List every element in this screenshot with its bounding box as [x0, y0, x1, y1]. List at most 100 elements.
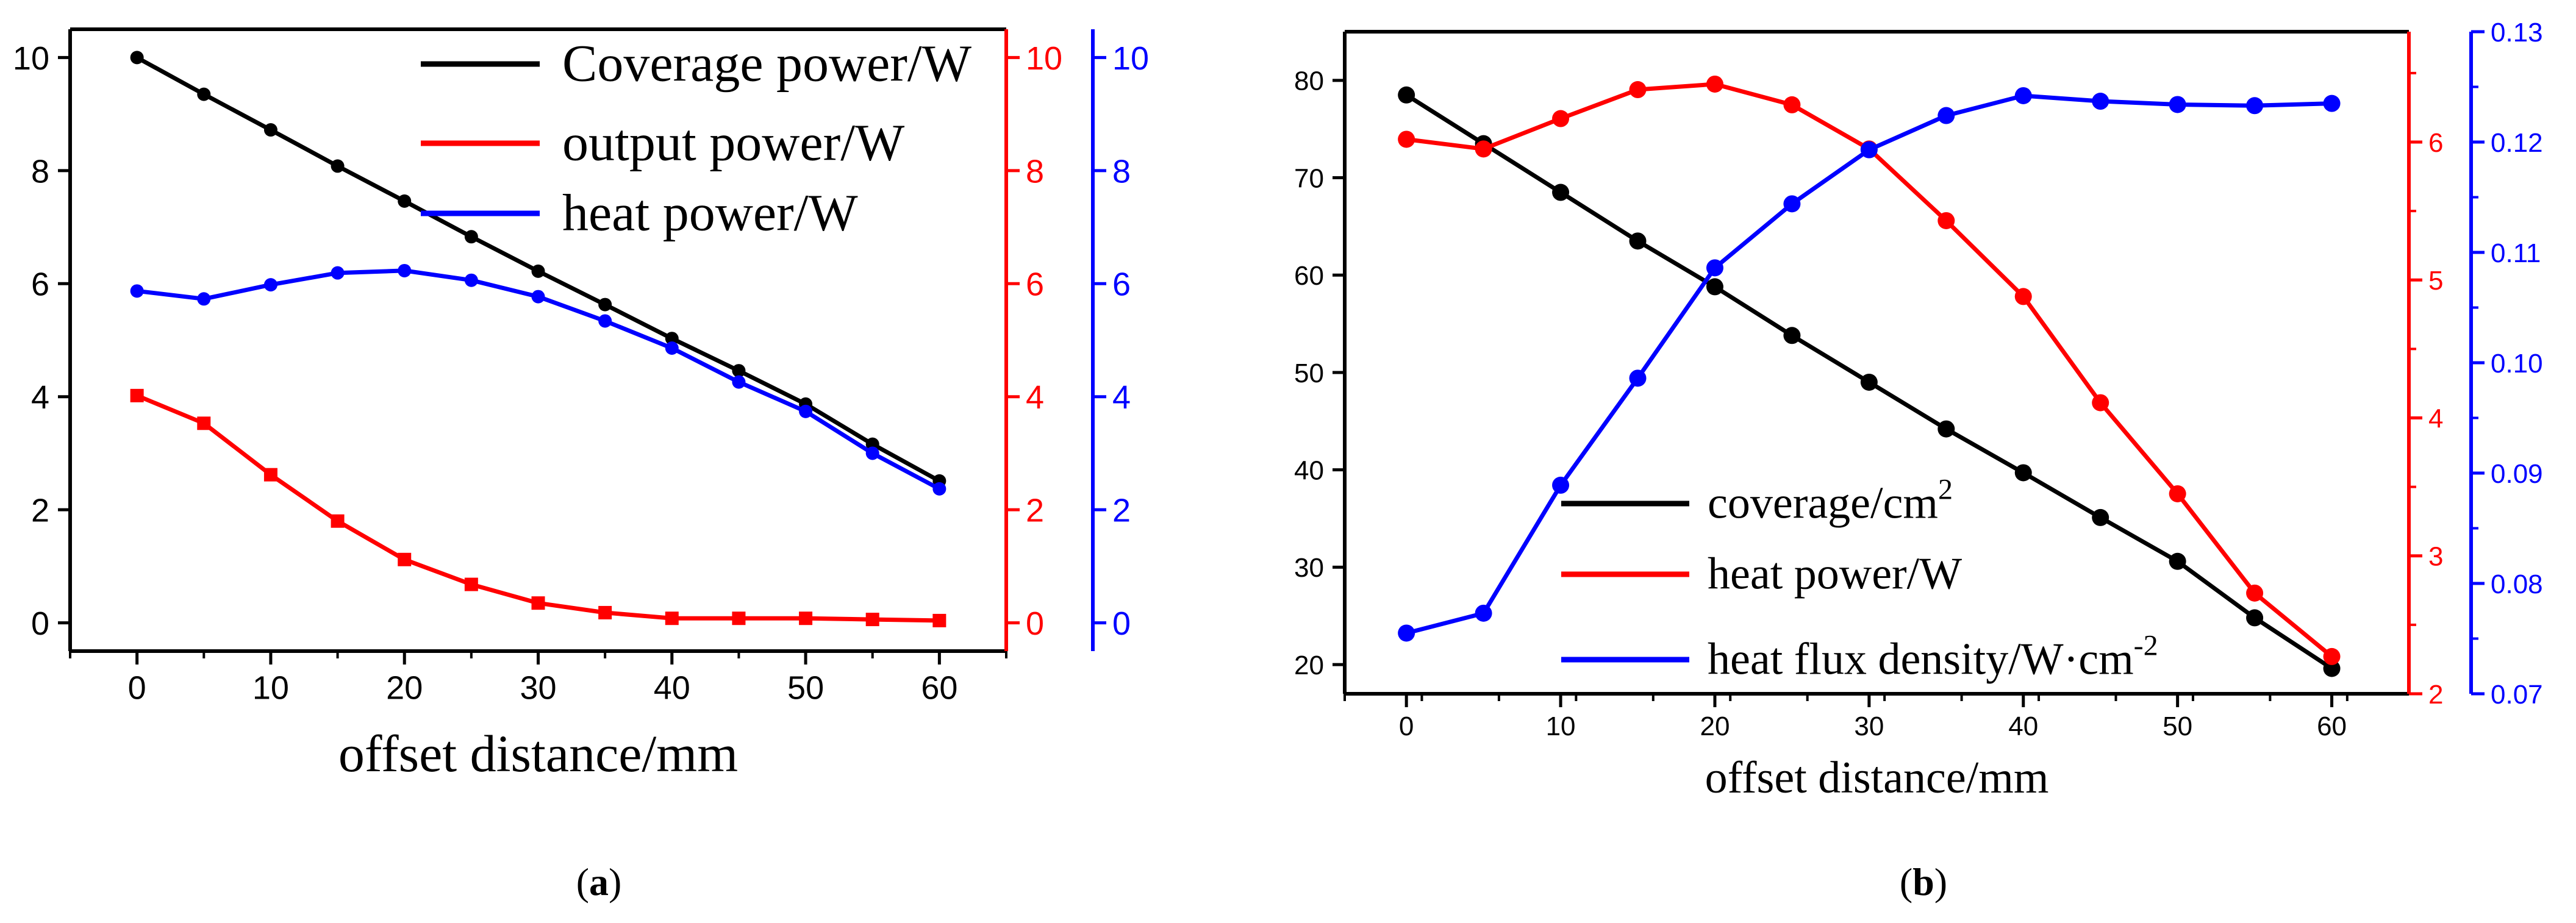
series-3-point	[1629, 369, 1647, 387]
series-3-point	[1706, 259, 1723, 277]
y-right1-tick-label: 2	[2428, 680, 2443, 710]
series-3-point	[865, 446, 879, 460]
y-right1-tick-label: 2	[1026, 493, 1044, 529]
series-1-point	[531, 264, 545, 278]
series-2-point	[2092, 394, 2109, 412]
legend-label-text: heat power/W	[562, 184, 858, 242]
y-right2-tick-label: 0.08	[2491, 569, 2543, 599]
y-right1-tick-label: 6	[1026, 266, 1044, 303]
series-1-point	[1783, 327, 1801, 344]
legend-label: heat power/W	[562, 184, 858, 242]
series-3-point	[331, 266, 345, 280]
series-1-point	[665, 332, 679, 346]
series-1-point	[2246, 609, 2264, 627]
series-3-point	[1552, 476, 1570, 494]
series-1-point	[398, 194, 412, 208]
legend-label-text: heat power/W	[1708, 549, 1962, 599]
series-2-point	[865, 613, 879, 627]
y-left-tick-label: 60	[1294, 261, 1324, 291]
series-2-point	[1783, 96, 1801, 113]
y-left-tick-label: 4	[31, 379, 49, 416]
series-1-point	[464, 230, 478, 244]
series-2-point	[799, 611, 813, 625]
series-3-point	[932, 482, 946, 496]
caption-b-letter: b	[1912, 860, 1934, 903]
legend-label-superscript: 2	[1938, 474, 1953, 506]
y-left-tick-label: 2	[31, 493, 49, 529]
series-3-point	[130, 284, 144, 298]
y-right2-tick-label: 0.07	[2491, 680, 2543, 710]
y-right2-tick-label: 8	[1112, 153, 1131, 190]
series-2-point	[464, 577, 478, 591]
series-3-point	[1783, 195, 1801, 213]
series-3-point	[2323, 94, 2341, 112]
series-2-point	[1475, 140, 1492, 158]
series-3-point	[2014, 87, 2032, 104]
legend-label: heat flux density/W·cm-2	[1708, 630, 2158, 685]
x-axis-label: offset distance/mm	[1705, 753, 2049, 803]
series-1-point	[130, 51, 144, 65]
series-1-point	[1398, 86, 1415, 104]
series-1-point	[2092, 508, 2109, 526]
legend-label: coverage/cm2	[1708, 474, 1953, 529]
series-3-point	[2169, 96, 2186, 113]
x-tick-label: 10	[1546, 711, 1576, 741]
series-1-point	[197, 87, 211, 101]
series-3-point	[665, 341, 679, 355]
legend-label-text: output power/W	[562, 113, 904, 172]
y-right2-tick-label: 10	[1112, 40, 1149, 77]
y-right2-tick-label: 0.11	[2491, 238, 2541, 268]
y-right1-tick-label: 6	[2428, 128, 2443, 158]
legend-label-text: heat flux density/W·cm	[1708, 635, 2134, 685]
caption-a-letter: a	[589, 860, 609, 903]
series-2-point	[732, 611, 746, 625]
series-2-point	[531, 596, 545, 610]
series-2-point	[197, 416, 211, 430]
series-3-point	[398, 263, 412, 277]
y-right1-tick-label: 4	[1026, 379, 1044, 416]
x-tick-label: 20	[386, 670, 423, 707]
x-tick-label: 60	[2317, 711, 2347, 741]
series-3-point	[263, 278, 277, 292]
series-1-point	[1937, 420, 1955, 438]
legend-label-text: Coverage power/W	[562, 34, 971, 93]
series-2-point	[2169, 485, 2186, 502]
x-tick-label: 10	[252, 670, 289, 707]
series-2-point	[2323, 647, 2341, 665]
series-2-point	[1629, 81, 1647, 99]
series-1-point	[2323, 660, 2341, 677]
series-3-point	[2092, 93, 2109, 110]
series-2-point	[1398, 130, 1415, 148]
series-2-point	[1706, 75, 1723, 93]
y-right1-tick-label: 8	[1026, 153, 1044, 190]
series-2-point	[1552, 110, 1570, 127]
x-axis-label: offset distance/mm	[338, 724, 738, 783]
series-1-point	[1860, 373, 1878, 391]
series-3-point	[732, 375, 746, 389]
x-tick-label: 50	[2163, 711, 2192, 741]
y-right1-tick-label: 4	[2428, 404, 2443, 433]
y-left-tick-label: 0	[31, 605, 49, 642]
series-1-point	[1629, 232, 1647, 250]
y-left-tick-label: 80	[1294, 66, 1324, 96]
y-left-tick-label: 6	[31, 266, 49, 303]
y-right2-tick-label: 0.09	[2491, 459, 2543, 489]
series-1-point	[732, 364, 746, 378]
series-1-point	[263, 123, 277, 137]
caption-a: (a)	[576, 860, 622, 903]
series-1-point	[331, 159, 345, 173]
series-2-point	[1937, 212, 1955, 229]
x-tick-label: 40	[2008, 711, 2038, 741]
y-right2-tick-label: 0.13	[2491, 18, 2543, 48]
legend-label-text: coverage/cm	[1708, 479, 1938, 529]
y-left-tick-label: 30	[1294, 553, 1324, 583]
series-3-point	[799, 404, 813, 418]
series-3-point	[1937, 107, 1955, 124]
y-left-tick-label: 10	[13, 40, 49, 77]
series-2-point	[130, 388, 144, 402]
x-tick-label: 50	[787, 670, 824, 707]
legend-label: heat power/W	[1708, 549, 1962, 599]
y-right1-tick-label: 0	[1026, 605, 1044, 642]
